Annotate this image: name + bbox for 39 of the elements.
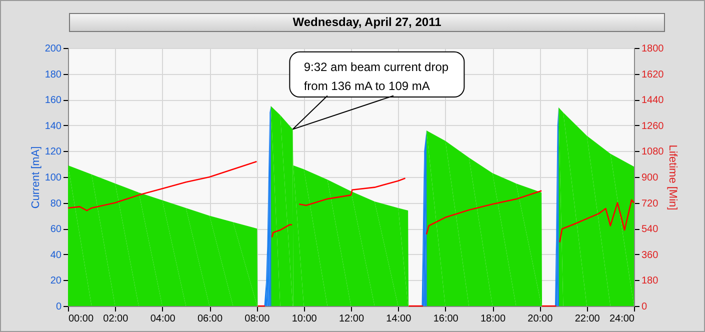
x-tick-label: 20:00 [528, 314, 554, 324]
y2-tick-label: 1080 [642, 146, 664, 158]
y2-tick-label: 540 [642, 224, 659, 236]
x-tick-label: 24:00 [609, 314, 635, 324]
y-tick-label: 160 [44, 95, 62, 106]
y2-tick-label: 720 [642, 198, 659, 210]
x-tick-label: 02:00 [103, 314, 129, 324]
y2-tick-label: 1800 [642, 44, 664, 54]
x-tick-label: 04:00 [150, 314, 176, 324]
y-tick-label: 180 [44, 69, 62, 80]
x-tick-label: 06:00 [197, 314, 223, 324]
x-tick-label: 08:00 [244, 314, 270, 324]
y-tick-label: 200 [44, 44, 62, 54]
annotation: 9:32 am beam current drop from 136 mA to 109 mA [304, 60, 449, 94]
y2-tick-label: 1440 [642, 95, 664, 106]
x-tick-label: 10:00 [292, 314, 318, 324]
y-tick-label: 20 [50, 276, 62, 287]
y-axis-title: Current [mA] [30, 146, 42, 209]
y2-tick-label: 1260 [642, 120, 664, 132]
y-tick-label: 120 [44, 146, 62, 158]
y2-axis-title: Lifetime [Min] [666, 144, 679, 210]
y-tick-label: 60 [50, 224, 62, 236]
y-tick-label: 100 [44, 172, 62, 184]
y-tick-label: 0 [56, 302, 62, 312]
chart-title: Wednesday, April 27, 2011 [69, 13, 665, 32]
x-tick-label: 18:00 [480, 314, 506, 324]
x-tick-label: 14:00 [386, 314, 412, 324]
y2-tick-label: 360 [642, 250, 659, 261]
x-tick-label: 12:00 [338, 314, 364, 324]
y-tick-label: 140 [44, 120, 62, 132]
x-tick-label: 16:00 [433, 314, 459, 324]
x-tick-label: 00:00 [68, 314, 94, 324]
y-tick-label: 80 [50, 198, 62, 210]
x-tick-label: 22:00 [574, 314, 600, 324]
y2-tick-label: 0 [642, 302, 648, 312]
y2-tick-label: 1620 [642, 69, 664, 80]
y2-tick-label: 900 [642, 172, 659, 184]
y-tick-label: 40 [50, 250, 62, 261]
y2-tick-label: 180 [642, 276, 659, 287]
